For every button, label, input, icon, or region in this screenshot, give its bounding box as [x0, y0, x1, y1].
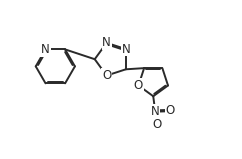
Text: O: O	[165, 104, 174, 117]
Text: O: O	[102, 69, 111, 82]
Text: N: N	[121, 43, 130, 56]
Text: N: N	[102, 36, 111, 49]
Text: O: O	[152, 118, 162, 131]
Text: N: N	[151, 104, 159, 118]
Text: O: O	[134, 79, 143, 92]
Text: N: N	[41, 43, 50, 56]
